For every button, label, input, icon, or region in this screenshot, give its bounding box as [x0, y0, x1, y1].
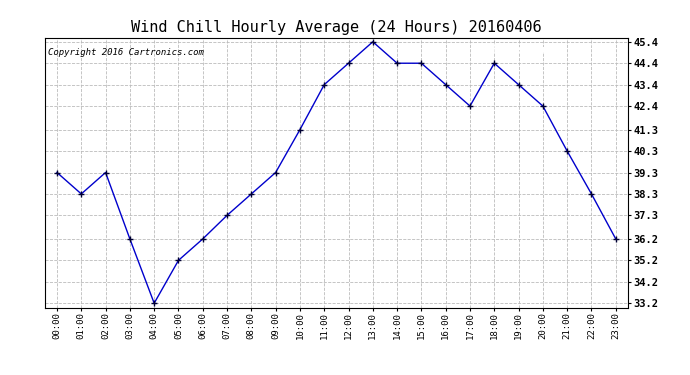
Title: Wind Chill Hourly Average (24 Hours) 20160406: Wind Chill Hourly Average (24 Hours) 201… — [131, 20, 542, 35]
Text: Copyright 2016 Cartronics.com: Copyright 2016 Cartronics.com — [48, 48, 204, 57]
